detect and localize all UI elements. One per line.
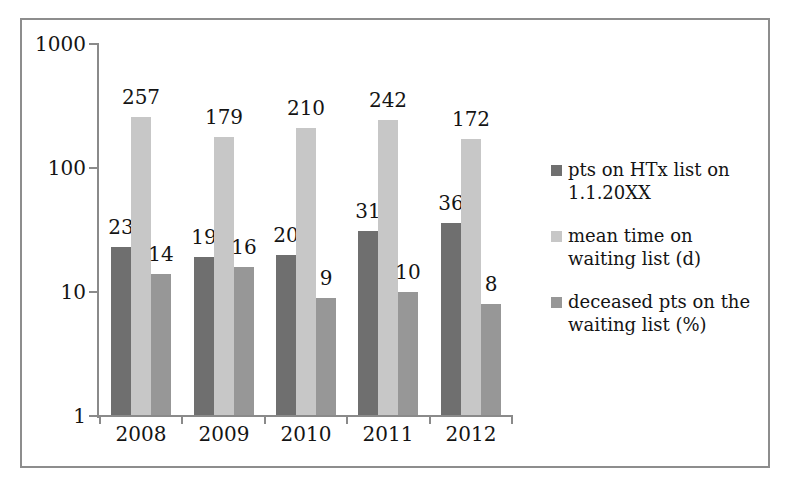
bar-2012-series1 bbox=[441, 223, 461, 415]
legend-label-line: waiting list (d) bbox=[568, 247, 768, 270]
x-axis-tick bbox=[99, 417, 101, 424]
bar-value-label: 242 bbox=[356, 90, 420, 110]
x-category-label-2012: 2012 bbox=[430, 424, 512, 444]
x-axis-tick bbox=[429, 417, 431, 424]
x-category-label-2009: 2009 bbox=[183, 424, 265, 444]
y-axis-tick bbox=[89, 43, 97, 45]
bar-2008-series3 bbox=[151, 274, 171, 415]
y-axis-tick bbox=[89, 167, 97, 169]
x-category-label-2010: 2010 bbox=[265, 424, 347, 444]
bar-value-label: 210 bbox=[274, 98, 338, 118]
legend-label: pts on HTx list on1.1.20XX bbox=[568, 158, 768, 204]
y-axis-tick-label: 100 bbox=[28, 158, 86, 178]
bar-2012-series3 bbox=[481, 304, 501, 415]
legend-swatch bbox=[551, 231, 562, 242]
x-category-label-2008: 2008 bbox=[100, 424, 182, 444]
y-axis-tick-label: 1000 bbox=[28, 34, 86, 54]
x-category-label-2011: 2011 bbox=[347, 424, 429, 444]
bar-value-label: 14 bbox=[129, 244, 193, 264]
y-axis-tick-label: 1 bbox=[28, 406, 86, 426]
x-axis-tick bbox=[346, 417, 348, 424]
legend-swatch bbox=[551, 165, 562, 176]
bar-value-label: 179 bbox=[192, 107, 256, 127]
bar-2008-series2 bbox=[131, 117, 151, 415]
legend-label-line: waiting list (%) bbox=[568, 313, 768, 336]
y-axis-tick-label: 10 bbox=[28, 282, 86, 302]
bar-2010-series1 bbox=[276, 255, 296, 415]
bar-value-label: 8 bbox=[459, 274, 523, 294]
x-axis-tick bbox=[264, 417, 266, 424]
bar-value-label: 9 bbox=[294, 268, 358, 288]
legend-label-line: pts on HTx list on bbox=[568, 158, 768, 181]
bar-2010-series3 bbox=[316, 298, 336, 415]
bar-2011-series3 bbox=[398, 292, 418, 415]
x-axis-tick bbox=[181, 417, 183, 424]
legend-swatch bbox=[551, 297, 562, 308]
legend-item-series1: pts on HTx list on1.1.20XX bbox=[551, 158, 768, 204]
chart-figure: 1000100101232571420081917916200920210920… bbox=[0, 0, 790, 490]
bar-value-label: 172 bbox=[439, 109, 503, 129]
bar-2011-series1 bbox=[358, 231, 378, 415]
bar-2009-series1 bbox=[194, 257, 214, 415]
bar-2009-series2 bbox=[214, 137, 234, 415]
bar-2008-series1 bbox=[111, 247, 131, 415]
legend-label-line: deceased pts on the bbox=[568, 290, 768, 313]
bar-value-label: 10 bbox=[376, 262, 440, 282]
bar-2009-series3 bbox=[234, 267, 254, 415]
legend-label-line: mean time on bbox=[568, 224, 768, 247]
y-axis-tick bbox=[89, 291, 97, 293]
legend-item-series2: mean time onwaiting list (d) bbox=[551, 224, 768, 270]
legend-item-series3: deceased pts on thewaiting list (%) bbox=[551, 290, 768, 336]
legend-label: mean time onwaiting list (d) bbox=[568, 224, 768, 270]
x-axis-line bbox=[97, 415, 513, 417]
legend-label-line: 1.1.20XX bbox=[568, 181, 768, 204]
x-axis-tick bbox=[511, 417, 513, 424]
legend-label: deceased pts on thewaiting list (%) bbox=[568, 290, 768, 336]
y-axis-tick bbox=[89, 415, 97, 417]
bar-value-label: 257 bbox=[109, 87, 173, 107]
